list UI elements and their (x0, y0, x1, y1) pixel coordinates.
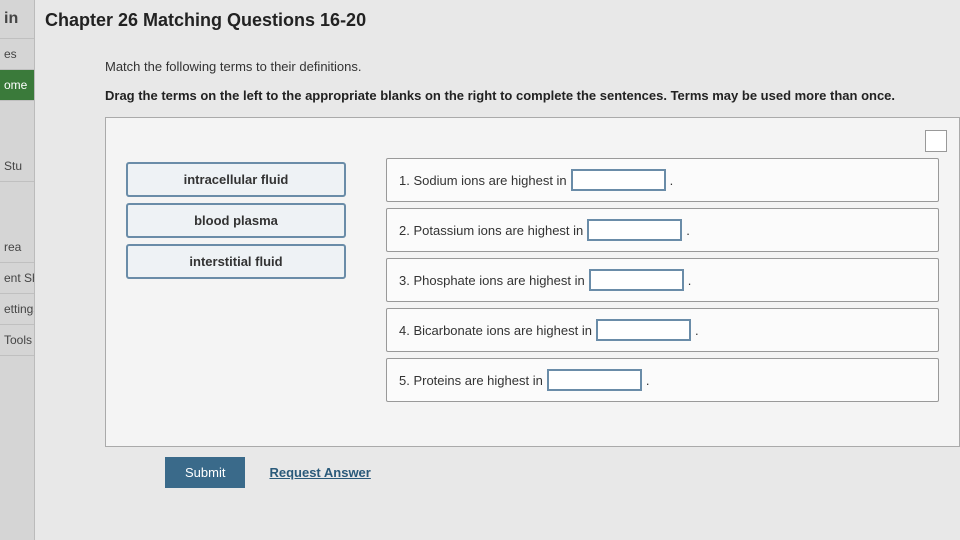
sidebar-item-ome[interactable]: ome (0, 70, 34, 101)
blank-1[interactable] (571, 169, 666, 191)
main-content: Chapter 26 Matching Questions 16-20 Matc… (45, 0, 960, 488)
blank-4[interactable] (596, 319, 691, 341)
page-title: Chapter 26 Matching Questions 16-20 (45, 10, 960, 31)
sentence-1: 1. Sodium ions are highest in . (386, 158, 939, 202)
sentence-2: 2. Potassium ions are highest in . (386, 208, 939, 252)
workbox: intracellular fluid blood plasma interst… (105, 117, 960, 447)
blank-2[interactable] (587, 219, 682, 241)
sentence-prefix: 4. Bicarbonate ions are highest in (399, 323, 592, 338)
sentence-4: 4. Bicarbonate ions are highest in . (386, 308, 939, 352)
sentence-prefix: 2. Potassium ions are highest in (399, 223, 583, 238)
blank-3[interactable] (589, 269, 684, 291)
submit-button[interactable]: Submit (165, 457, 245, 488)
term-blood-plasma[interactable]: blood plasma (126, 203, 346, 238)
sidebar-item-ent-sh[interactable]: ent Sh (0, 263, 34, 294)
sentence-prefix: 1. Sodium ions are highest in (399, 173, 567, 188)
sidebar-item-tools[interactable]: Tools (0, 325, 34, 356)
sentence-prefix: 3. Phosphate ions are highest in (399, 273, 585, 288)
request-answer-link[interactable]: Request Answer (269, 465, 370, 480)
intro-text: Match the following terms to their defin… (105, 59, 960, 74)
bottom-bar: Submit Request Answer (105, 447, 960, 488)
sentence-5: 5. Proteins are highest in . (386, 358, 939, 402)
sidebar-item-es[interactable]: es (0, 39, 34, 70)
sentence-prefix: 5. Proteins are highest in (399, 373, 543, 388)
term-interstitial-fluid[interactable]: interstitial fluid (126, 244, 346, 279)
sentence-suffix: . (695, 323, 699, 338)
sidebar: in es ome Stu rea ent Sh ettings Tools (0, 0, 35, 540)
sidebar-item-stu[interactable]: Stu (0, 151, 34, 182)
sentence-suffix: . (688, 273, 692, 288)
sidebar-item-ettings[interactable]: ettings (0, 294, 34, 325)
sidebar-item-in[interactable]: in (0, 0, 34, 39)
terms-column: intracellular fluid blood plasma interst… (126, 158, 346, 402)
reset-button[interactable] (925, 130, 947, 152)
sentence-3: 3. Phosphate ions are highest in . (386, 258, 939, 302)
instruction-text: Drag the terms on the left to the approp… (105, 88, 960, 103)
blank-5[interactable] (547, 369, 642, 391)
term-intracellular-fluid[interactable]: intracellular fluid (126, 162, 346, 197)
sentence-suffix: . (670, 173, 674, 188)
sentences-column: 1. Sodium ions are highest in . 2. Potas… (386, 158, 939, 402)
sidebar-item-rea[interactable]: rea (0, 232, 34, 263)
sentence-suffix: . (686, 223, 690, 238)
sentence-suffix: . (646, 373, 650, 388)
